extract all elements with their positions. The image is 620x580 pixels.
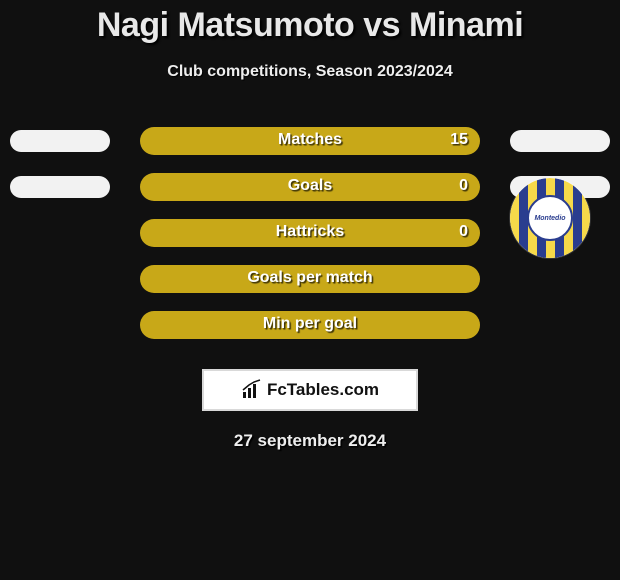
stat-value-right: 0 [459, 223, 468, 241]
page-subtitle: Club competitions, Season 2023/2024 [0, 63, 620, 81]
club-badge-right: Montedio [510, 178, 590, 258]
stat-row: Min per goal [0, 311, 620, 357]
stat-label: Goals per match [140, 269, 480, 287]
stat-value-right: 0 [459, 177, 468, 195]
stat-pill-left [10, 176, 110, 198]
stat-value-right: 15 [450, 131, 468, 149]
footer-brand-box: FcTables.com [202, 369, 418, 411]
club-name: Montedio [527, 195, 573, 241]
club-stripes: Montedio [510, 178, 590, 258]
stat-label: Hattricks [140, 223, 480, 241]
stat-row: Goals per match [0, 265, 620, 311]
footer-brand-text: FcTables.com [267, 380, 379, 400]
stat-pill-left [10, 130, 110, 152]
footer-date: 27 september 2024 [0, 431, 620, 451]
stat-pill-right [510, 130, 610, 152]
stat-label: Matches [140, 131, 480, 149]
chart-icon [241, 379, 263, 401]
page-title: Nagi Matsumoto vs Minami [0, 0, 620, 45]
stat-label: Min per goal [140, 315, 480, 333]
stat-label: Goals [140, 177, 480, 195]
stat-row: Matches15 [0, 127, 620, 173]
